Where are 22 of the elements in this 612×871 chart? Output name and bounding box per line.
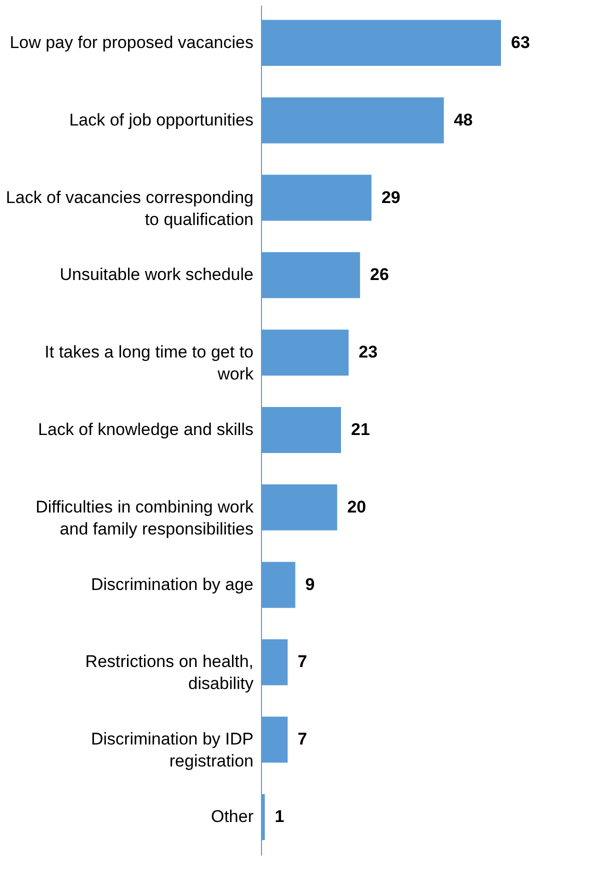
data-label: 23 (358, 342, 378, 362)
data-label: 26 (370, 265, 389, 284)
y-tick-label: It takes a long time to get to work (44, 342, 254, 384)
data-label: 7 (298, 730, 308, 749)
y-tick-label: Difficulties in combining work and family responsibilities (36, 497, 254, 538)
y-tick-label: Unsuitable work schedule (60, 265, 254, 284)
y-tick-label: Discrimination by age (90, 574, 254, 594)
y-tick-label: Lack of vacancies corresponding to qualification (6, 188, 254, 229)
data-label: 9 (305, 574, 315, 594)
y-tick-label: Restrictions on health, disability (85, 652, 254, 694)
y-tick-label: Lack of knowledge and skills (38, 420, 254, 439)
data-label: 20 (347, 497, 366, 516)
data-label: 63 (511, 32, 530, 52)
data-label: 1 (274, 807, 284, 826)
y-tick-label: Discrimination by IDP registration (91, 730, 254, 771)
y-tick-label: Low pay for proposed vacancies (10, 32, 254, 52)
data-label: 29 (381, 188, 400, 207)
y-tick-label: Other (210, 807, 254, 826)
data-label: 7 (298, 652, 308, 672)
data-label: 21 (351, 420, 370, 439)
data-label: 48 (454, 110, 473, 130)
y-tick-label: Lack of job opportunities (69, 110, 254, 130)
